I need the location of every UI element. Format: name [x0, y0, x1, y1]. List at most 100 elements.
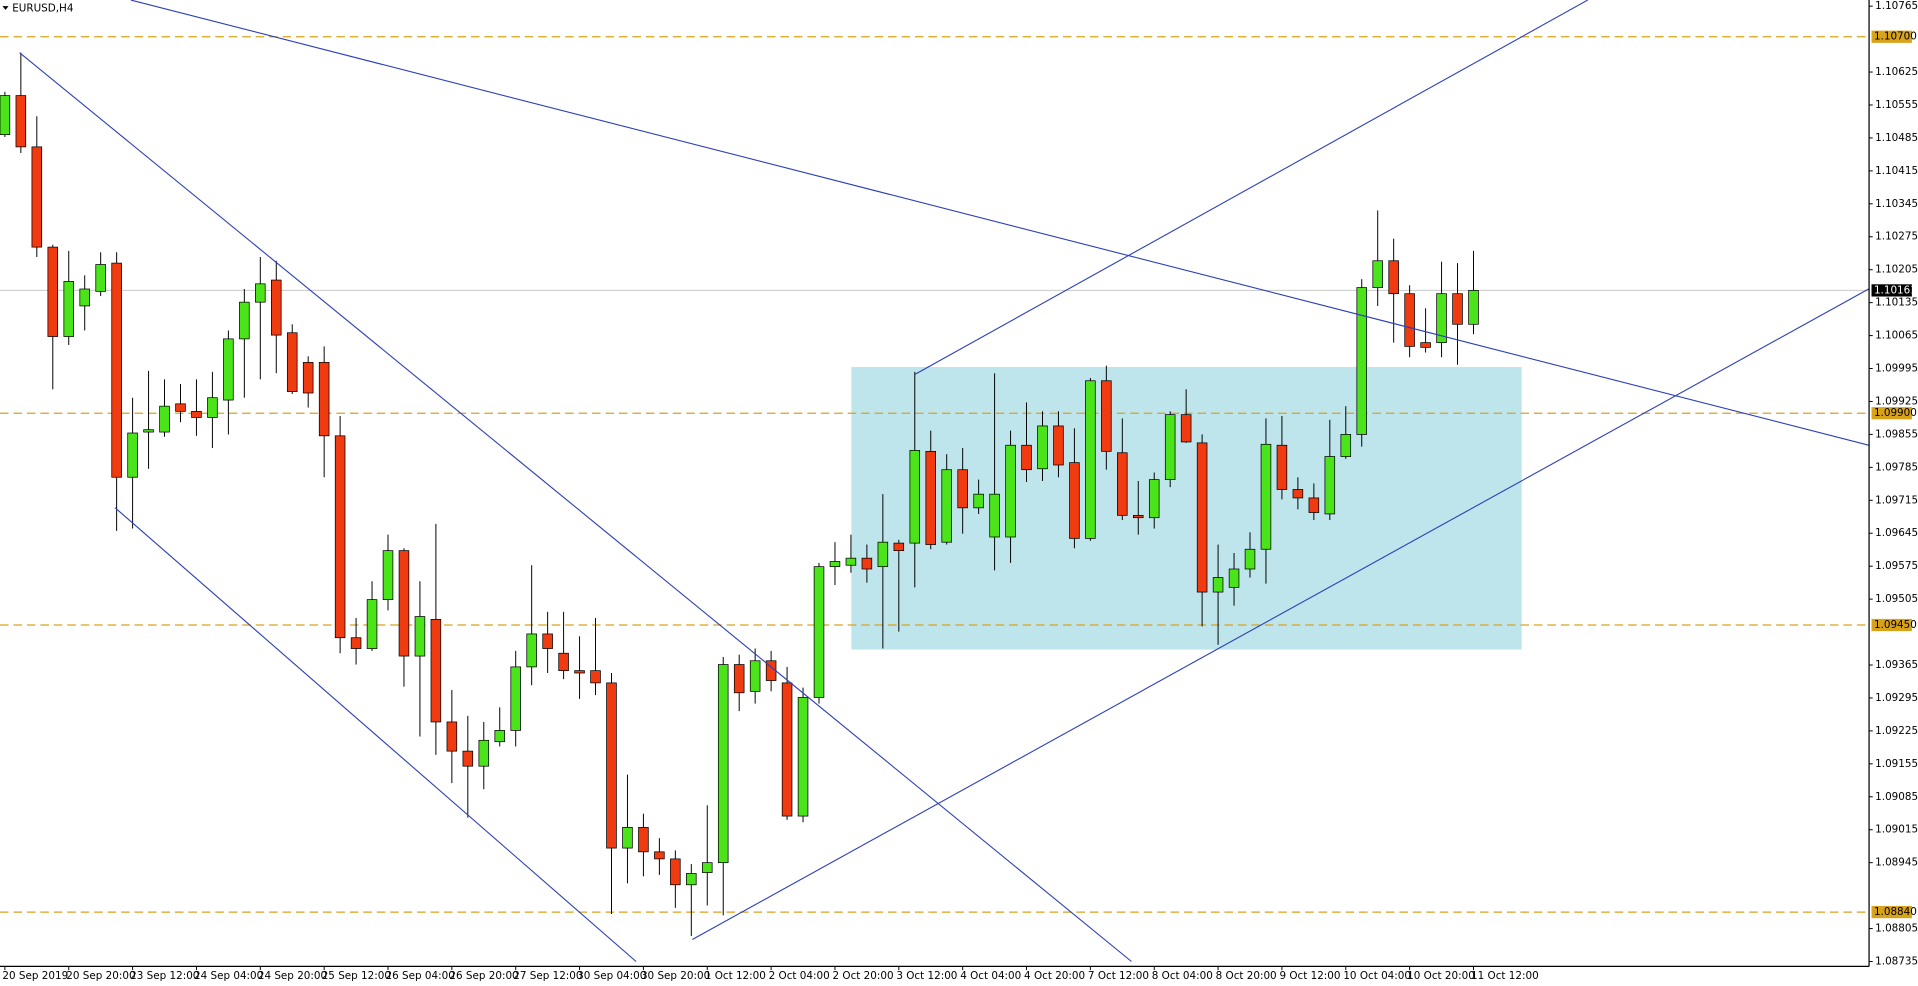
candle-body	[941, 469, 952, 543]
candle-body	[1037, 425, 1048, 470]
candle-body	[1069, 462, 1080, 539]
y-tick-label: 1.09155	[1875, 758, 1918, 770]
current-price-tag	[1871, 284, 1912, 297]
candle-body	[781, 682, 793, 817]
y-tick-label: 1.08805	[1875, 923, 1918, 935]
candle-body	[79, 288, 90, 307]
candle-body	[1388, 260, 1399, 295]
y-tick-label: 1.10065	[1875, 330, 1918, 342]
y-tick-label: 1.09575	[1875, 560, 1918, 572]
level-label: 1.08840	[1874, 906, 1917, 918]
x-tick-label: 8 Oct 20:00	[1216, 970, 1277, 982]
candle-body	[1228, 568, 1240, 588]
y-tick-label: 1.10555	[1875, 99, 1918, 111]
candle-body	[63, 281, 75, 337]
trendline	[114, 507, 637, 962]
candle-body	[1420, 342, 1431, 348]
candle-body	[318, 362, 330, 437]
x-tick-label: 2 Oct 04:00	[769, 970, 830, 982]
x-tick-label: 27 Sep 12:00	[513, 970, 582, 982]
y-tick-label: 1.09505	[1875, 593, 1918, 605]
candle-body	[670, 858, 681, 886]
candle-body	[590, 670, 601, 684]
candle-body	[702, 862, 713, 873]
x-tick-label: 20 Sep 2019	[2, 970, 68, 982]
candle-body	[797, 697, 809, 817]
candle-body	[1117, 452, 1128, 516]
level-label: 1.10700	[1874, 31, 1917, 43]
y-tick-label: 1.09645	[1875, 527, 1918, 539]
menu-arrow[interactable]	[2, 6, 9, 10]
candle-body	[989, 493, 1000, 538]
candle-body	[1196, 442, 1208, 593]
candle-body	[478, 739, 490, 767]
candle-body	[1133, 514, 1144, 519]
candle-body	[622, 827, 633, 849]
candle-body	[526, 633, 537, 668]
candle-body	[542, 633, 553, 649]
candle-body	[1356, 287, 1368, 435]
y-tick-label: 1.10485	[1875, 132, 1918, 144]
candle-body	[1276, 444, 1288, 490]
candle-body	[574, 670, 585, 674]
y-tick-label: 1.09295	[1875, 692, 1918, 704]
candle-body	[925, 450, 937, 545]
candle-body	[382, 550, 394, 600]
candle-body	[654, 851, 665, 860]
x-tick-label: 26 Sep 04:00	[386, 970, 455, 982]
x-tick-label: 26 Sep 20:00	[449, 970, 518, 982]
level-tag	[1871, 407, 1912, 420]
candle-body	[207, 397, 218, 418]
candle-body	[1101, 380, 1112, 452]
y-tick-label: 1.08735	[1875, 955, 1918, 967]
y-tick-label: 1.10205	[1875, 264, 1918, 276]
candle-body	[558, 652, 569, 672]
candle-body	[1292, 489, 1304, 499]
candle-body	[286, 332, 298, 392]
y-tick-label: 1.09365	[1875, 659, 1918, 671]
y-tick-label: 1.09225	[1875, 725, 1918, 737]
trendline	[130, 0, 1870, 446]
y-tick-label: 1.09995	[1875, 363, 1918, 375]
level-tag	[1871, 618, 1912, 632]
candle-body	[1212, 577, 1224, 593]
candle-body	[1244, 548, 1256, 570]
candle-body	[1372, 260, 1383, 288]
candle-body	[159, 405, 170, 433]
level-label: 1.09450	[1874, 619, 1917, 631]
candle-body	[638, 827, 649, 853]
candle-body	[0, 95, 11, 136]
candle-body	[957, 469, 968, 509]
trendline	[19, 52, 1132, 962]
candle-body	[606, 682, 617, 849]
y-tick-label: 1.09785	[1875, 461, 1918, 473]
candle-body	[845, 557, 857, 566]
y-tick-label: 1.09015	[1875, 824, 1918, 836]
x-tick-label: 4 Oct 04:00	[960, 970, 1021, 982]
x-tick-label: 24 Sep 04:00	[194, 970, 263, 982]
candle-body	[686, 873, 697, 886]
level-label: 1.09900	[1874, 407, 1917, 419]
candle-body	[15, 95, 27, 148]
x-tick-label: 9 Oct 12:00	[1279, 970, 1340, 982]
candle-body	[510, 666, 521, 731]
x-tick-label: 2 Oct 20:00	[833, 970, 894, 982]
trendline	[692, 288, 1870, 940]
x-tick-label: 10 Oct 04:00	[1343, 970, 1411, 982]
trendline	[914, 0, 1588, 375]
candle-body	[733, 664, 745, 694]
x-tick-label: 4 Oct 20:00	[1024, 970, 1085, 982]
candle-body	[829, 561, 841, 568]
candle-body	[462, 750, 474, 767]
candle-body	[1308, 497, 1320, 513]
candle-body	[47, 246, 59, 337]
y-tick-label: 1.10135	[1875, 297, 1918, 309]
y-tick-label: 1.10625	[1875, 66, 1918, 78]
candle-body	[717, 664, 729, 864]
candle-body	[271, 279, 282, 336]
candle-body	[127, 432, 138, 478]
candle-body	[494, 730, 506, 743]
